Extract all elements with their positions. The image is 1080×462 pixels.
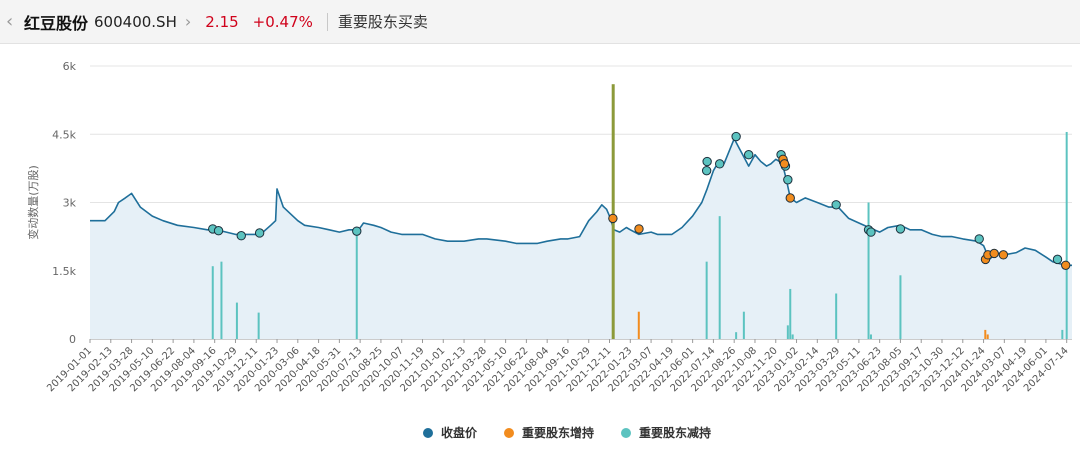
y-tick-label: 4.5k — [52, 128, 76, 141]
decrease-bar[interactable] — [742, 311, 745, 339]
legend-increase-swatch[interactable] — [504, 428, 514, 438]
decrease-bar[interactable] — [867, 202, 870, 340]
decrease-marker[interactable] — [254, 228, 265, 238]
y-tick-label: 0 — [69, 333, 76, 346]
shareholder-trade-chart: 0 1.5k 3k 4.5k 6k 变动数量(万股) 2019-01-01 2019-02-1… — [0, 44, 1080, 458]
stock-price: 2.15 — [205, 12, 239, 31]
decrease-bar[interactable] — [789, 288, 792, 339]
decrease-bar[interactable] — [257, 312, 260, 339]
decrease-marker[interactable] — [831, 200, 841, 210]
decrease-bar[interactable] — [869, 334, 872, 339]
increase-marker[interactable] — [634, 224, 644, 234]
y-axis-label: 变动数量(万股) — [26, 165, 40, 240]
page-title: 重要股东买卖 — [337, 13, 428, 31]
increase-bar[interactable] — [984, 329, 987, 339]
decrease-bar[interactable] — [220, 261, 223, 339]
increase-marker[interactable] — [1061, 260, 1071, 270]
increase-bar[interactable] — [986, 334, 989, 339]
decrease-bar[interactable] — [705, 261, 708, 339]
decrease-bar[interactable] — [786, 325, 789, 339]
decrease-bar[interactable] — [718, 216, 721, 339]
stock-name[interactable]: 红豆股份 — [24, 13, 89, 33]
legend-close-price-swatch[interactable] — [423, 428, 433, 438]
y-tick-label: 1.5k — [52, 265, 76, 278]
decrease-marker[interactable] — [702, 156, 712, 167]
increase-bar[interactable] — [637, 311, 640, 339]
legend-decrease-label[interactable]: 重要股东减持 — [639, 425, 711, 440]
increase-marker[interactable] — [998, 250, 1009, 260]
decrease-marker[interactable] — [352, 226, 362, 236]
decrease-marker[interactable] — [743, 150, 754, 160]
decrease-marker[interactable] — [866, 227, 876, 237]
decrease-marker[interactable] — [236, 231, 246, 241]
chart-svg: 01.5k3k4.5k6k变动数量(万股)2019-01-012019-02-1… — [26, 60, 1072, 440]
decrease-bar[interactable] — [211, 266, 214, 339]
decrease-marker[interactable] — [974, 234, 984, 244]
stock-code[interactable]: 600400.SH — [94, 12, 177, 31]
increase-marker[interactable] — [608, 213, 618, 224]
decrease-bar[interactable] — [1061, 329, 1064, 339]
decrease-bar[interactable] — [235, 302, 238, 339]
page-header: ‹ 红豆股份 600400.SH › 2.15 +0.47% 重要股东买卖 — [0, 0, 1080, 44]
decrease-marker[interactable] — [1052, 254, 1063, 265]
decrease-marker[interactable] — [731, 131, 741, 142]
legend-decrease-swatch[interactable] — [621, 428, 631, 438]
decrease-marker[interactable] — [701, 165, 712, 176]
increase-marker[interactable] — [785, 193, 795, 203]
price-area — [90, 138, 1072, 339]
increase-marker[interactable] — [779, 159, 790, 169]
increase-bar[interactable] — [611, 84, 615, 339]
y-tick-label: 6k — [63, 60, 77, 73]
increase-marker[interactable] — [989, 248, 999, 259]
decrease-bar[interactable] — [735, 332, 738, 339]
decrease-marker[interactable] — [213, 226, 224, 236]
y-tick-label: 3k — [63, 197, 77, 210]
decrease-marker[interactable] — [783, 175, 793, 185]
decrease-bar[interactable] — [1065, 131, 1068, 339]
legend-increase-label[interactable]: 重要股东增持 — [522, 425, 594, 440]
price-change-percent: +0.47% — [252, 12, 313, 31]
chevron-right-icon[interactable]: › — [184, 12, 192, 31]
decrease-marker[interactable] — [714, 159, 725, 169]
legend-close-price-label[interactable]: 收盘价 — [441, 425, 478, 440]
decrease-bar[interactable] — [835, 293, 838, 340]
header-divider — [326, 12, 328, 31]
decrease-marker[interactable] — [895, 224, 906, 234]
decrease-bar[interactable] — [355, 234, 358, 339]
decrease-bar[interactable] — [791, 334, 794, 339]
decrease-bar[interactable] — [899, 275, 902, 339]
chevron-left-icon[interactable]: ‹ — [6, 10, 14, 32]
